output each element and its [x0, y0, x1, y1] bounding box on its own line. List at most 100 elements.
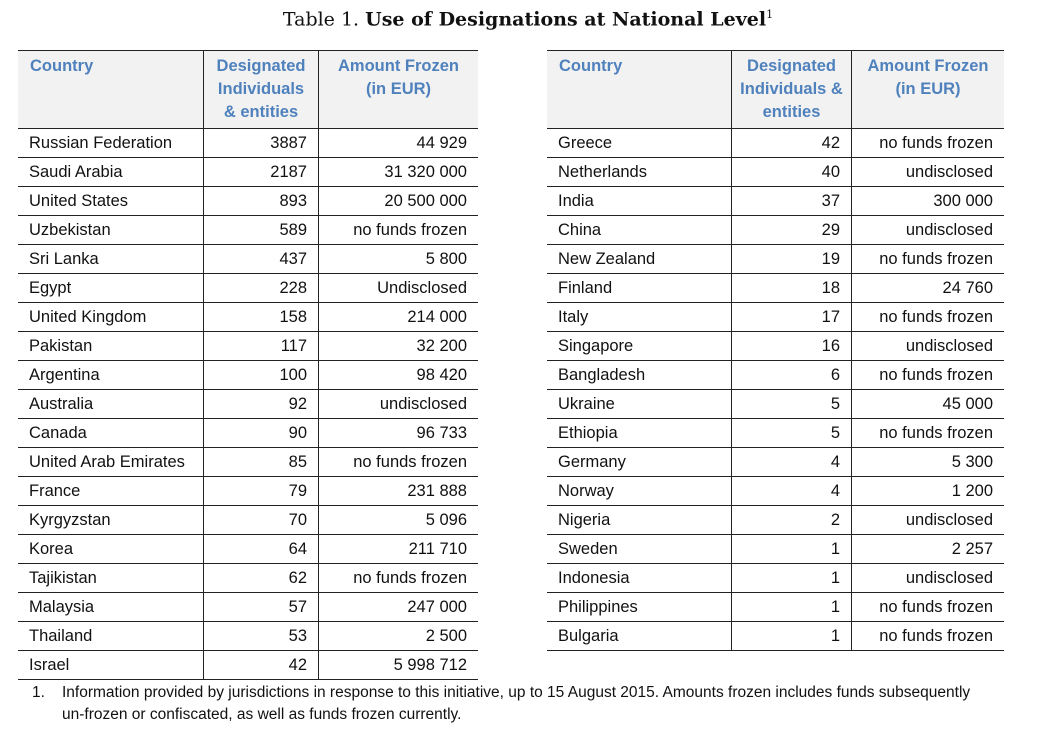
table-row: Tajikistan 62 no funds frozen	[18, 563, 478, 593]
table-row: Malaysia 57 247 000	[18, 592, 478, 622]
country-cell: Nigeria	[547, 505, 732, 535]
header-amount: Amount Frozen (in EUR)	[851, 50, 1004, 129]
country-cell: United States	[18, 186, 204, 216]
amount-cell: 2 500	[318, 621, 478, 651]
title-text: Use of Designations at National Level	[365, 8, 767, 31]
designated-cell: 2187	[203, 157, 319, 187]
amount-cell: 1 200	[851, 476, 1004, 506]
table-row: Indonesia 1 undisclosed	[547, 563, 1004, 593]
country-cell: Italy	[547, 302, 732, 332]
table-row: China 29 undisclosed	[547, 215, 1004, 245]
country-cell: Saudi Arabia	[18, 157, 204, 187]
amount-cell: no funds frozen	[851, 360, 1004, 390]
table-row: Saudi Arabia 2187 31 320 000	[18, 157, 478, 187]
country-cell: United Kingdom	[18, 302, 204, 332]
designations-table-right: Country Designated Individuals & entitie…	[547, 50, 1004, 651]
table-row: Israel 42 5 998 712	[18, 650, 478, 680]
amount-cell: 5 300	[851, 447, 1004, 477]
amount-cell: 211 710	[318, 534, 478, 564]
amount-cell: undisclosed	[851, 215, 1004, 245]
designated-cell: 1	[731, 592, 852, 622]
table-row: United Arab Emirates 85 no funds frozen	[18, 447, 478, 477]
designated-cell: 57	[203, 592, 319, 622]
designated-cell: 37	[731, 186, 852, 216]
footnote-text: Information provided by jurisdictions in…	[62, 684, 971, 723]
amount-cell: no funds frozen	[318, 563, 478, 593]
table-row: Ukraine 5 45 000	[547, 389, 1004, 419]
amount-cell: no funds frozen	[851, 302, 1004, 332]
table-row: New Zealand 19 no funds frozen	[547, 244, 1004, 274]
country-cell: United Arab Emirates	[18, 447, 204, 477]
amount-cell: 45 000	[851, 389, 1004, 419]
amount-cell: 20 500 000	[318, 186, 478, 216]
header-country: Country	[547, 50, 732, 129]
country-cell: Tajikistan	[18, 563, 204, 593]
amount-cell: no funds frozen	[318, 215, 478, 245]
country-cell: Australia	[18, 389, 204, 419]
designated-cell: 437	[203, 244, 319, 274]
designated-cell: 1	[731, 534, 852, 564]
country-cell: Sweden	[547, 534, 732, 564]
table-row: Kyrgyzstan 70 5 096	[18, 505, 478, 535]
country-cell: China	[547, 215, 732, 245]
designated-cell: 16	[731, 331, 852, 361]
table-row: Philippines 1 no funds frozen	[547, 592, 1004, 622]
amount-cell: Undisclosed	[318, 273, 478, 303]
designated-cell: 42	[203, 650, 319, 680]
country-cell: New Zealand	[547, 244, 732, 274]
country-cell: Greece	[547, 128, 732, 158]
table-row: Italy 17 no funds frozen	[547, 302, 1004, 332]
table-row: Bangladesh 6 no funds frozen	[547, 360, 1004, 390]
country-cell: India	[547, 186, 732, 216]
amount-cell: undisclosed	[851, 563, 1004, 593]
country-cell: Kyrgyzstan	[18, 505, 204, 535]
country-cell: Sri Lanka	[18, 244, 204, 274]
country-cell: Indonesia	[547, 563, 732, 593]
table-row: Uzbekistan 589 no funds frozen	[18, 215, 478, 245]
designated-cell: 6	[731, 360, 852, 390]
designated-cell: 5	[731, 418, 852, 448]
table-row: Norway 4 1 200	[547, 476, 1004, 506]
designated-cell: 2	[731, 505, 852, 535]
amount-cell: 32 200	[318, 331, 478, 361]
table-row: Sri Lanka 437 5 800	[18, 244, 478, 274]
table-row: Egypt 228 Undisclosed	[18, 273, 478, 303]
designated-cell: 117	[203, 331, 319, 361]
country-cell: Bangladesh	[547, 360, 732, 390]
table-row: Thailand 53 2 500	[18, 621, 478, 651]
country-cell: Pakistan	[18, 331, 204, 361]
title-footnote-ref: 1	[766, 8, 774, 21]
footnote-number: 1.	[32, 684, 45, 701]
amount-cell: 5 096	[318, 505, 478, 535]
table-row: Netherlands 40 undisclosed	[547, 157, 1004, 187]
amount-cell: 214 000	[318, 302, 478, 332]
designated-cell: 1	[731, 563, 852, 593]
country-cell: Norway	[547, 476, 732, 506]
designated-cell: 64	[203, 534, 319, 564]
table-row: Greece 42 no funds frozen	[547, 128, 1004, 158]
amount-cell: no funds frozen	[851, 418, 1004, 448]
designated-cell: 4	[731, 447, 852, 477]
amount-cell: 44 929	[318, 128, 478, 158]
country-cell: Malaysia	[18, 592, 204, 622]
table-row: Bulgaria 1 no funds frozen	[547, 621, 1004, 651]
designated-cell: 90	[203, 418, 319, 448]
designated-cell: 42	[731, 128, 852, 158]
table-row: Pakistan 117 32 200	[18, 331, 478, 361]
table-row: Australia 92 undisclosed	[18, 389, 478, 419]
designated-cell: 5	[731, 389, 852, 419]
amount-cell: 247 000	[318, 592, 478, 622]
table-row: India 37 300 000	[547, 186, 1004, 216]
table-row: Singapore 16 undisclosed	[547, 331, 1004, 361]
country-cell: Germany	[547, 447, 732, 477]
designated-cell: 85	[203, 447, 319, 477]
country-cell: France	[18, 476, 204, 506]
designated-cell: 17	[731, 302, 852, 332]
designated-cell: 19	[731, 244, 852, 274]
amount-cell: undisclosed	[851, 505, 1004, 535]
designated-cell: 70	[203, 505, 319, 535]
amount-cell: no funds frozen	[851, 128, 1004, 158]
designations-table-left: Country Designated Individuals & entitie…	[18, 50, 478, 680]
country-cell: Argentina	[18, 360, 204, 390]
designated-cell: 92	[203, 389, 319, 419]
